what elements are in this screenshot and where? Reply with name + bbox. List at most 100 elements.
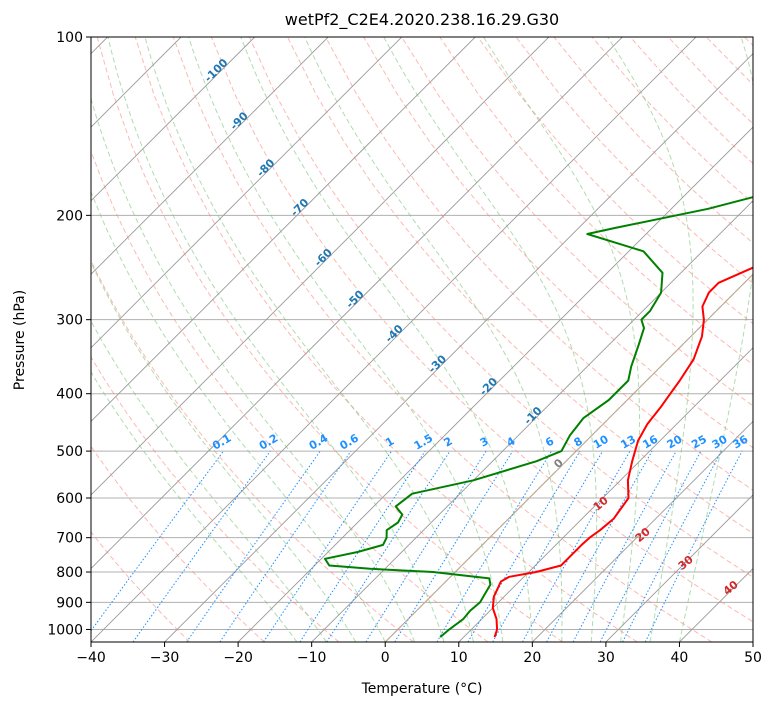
dry-adiabat-label: 10	[591, 494, 611, 514]
dewpoint-line	[324, 196, 753, 638]
mixing-ratio-line	[436, 450, 552, 642]
dry-adiabat-line	[96, 37, 563, 642]
mixing-ratio-label: 0.1	[210, 432, 233, 453]
dry-adiabat-line	[91, 149, 489, 642]
mixing-ratio-label: 8	[572, 435, 585, 450]
dry-adiabat-line	[134, 37, 638, 642]
mixing-ratio-line	[644, 450, 743, 642]
background-lines	[91, 37, 753, 642]
mixing-ratio-label: 1.5	[412, 432, 435, 453]
mixing-ratio-line	[186, 450, 321, 642]
y-tick-label: 500	[56, 444, 83, 460]
x-tick-label: −10	[297, 650, 327, 666]
dry-adiabat-line	[363, 37, 753, 449]
mixing-ratio-line	[132, 450, 271, 642]
mixing-ratio-label: 2	[442, 435, 455, 450]
dry-adiabat-line	[744, 37, 753, 47]
isotherm-line	[91, 37, 256, 202]
mixing-ratio-line	[572, 450, 677, 642]
isotherm-label: -30	[426, 352, 449, 375]
isotherm-line	[163, 52, 753, 642]
dry-adiabat-line	[248, 37, 753, 578]
mixing-ratio-line	[394, 450, 514, 642]
y-tick-label: 700	[56, 531, 83, 547]
moist-adiabat-line	[91, 370, 298, 642]
isotherm-line	[91, 37, 697, 642]
moist-adiabat-line	[383, 37, 598, 642]
y-tick-label: 100	[56, 30, 83, 46]
plot-frame	[90, 36, 754, 643]
moist-adiabat-line	[607, 37, 694, 642]
y-tick-label: 800	[56, 565, 83, 581]
moist-adiabat-line	[91, 190, 386, 642]
x-tick-label: 40	[671, 650, 689, 666]
dry-adiabat-line	[667, 37, 753, 125]
mixing-ratio-label: 3	[478, 435, 491, 450]
isotherm-label: -60	[312, 246, 335, 269]
moist-adiabat-line	[144, 37, 474, 642]
y-tick-label: 200	[56, 208, 83, 224]
chart-title: wetPf2_C2E4.2020.238.16.29.G30	[285, 10, 559, 30]
mixing-ratio-label: 10	[591, 432, 611, 451]
mixing-ratio-line	[299, 450, 426, 642]
x-tick-label: 0	[381, 650, 390, 666]
dry-adiabat-label: 20	[633, 525, 653, 545]
moist-adiabat-line	[678, 37, 753, 642]
y-axis-label: Pressure (hPa)	[12, 290, 28, 390]
mixing-ratio-label: 30	[710, 432, 730, 451]
dry-adiabat-label: 40	[721, 578, 741, 598]
isotherm-line	[91, 37, 476, 422]
isotherm-line	[531, 420, 753, 642]
dry-adiabat-line	[553, 37, 753, 244]
isotherm-line	[458, 347, 753, 642]
moist-adiabat-line	[483, 37, 640, 642]
isotherm-line	[91, 37, 624, 570]
x-tick-label: −40	[76, 650, 106, 666]
isotherm-label: -80	[254, 156, 277, 179]
dry-adiabat-line	[91, 531, 191, 642]
moist-adiabat-line	[188, 37, 504, 642]
isotherm-line	[605, 494, 753, 642]
mixing-ratio-label: 6	[543, 434, 556, 449]
temperature-line	[491, 266, 753, 638]
moist-adiabat-line	[91, 320, 327, 642]
dry-adiabat-line	[91, 445, 265, 642]
isotherm-label: -100	[202, 56, 231, 85]
x-tick-label: 30	[597, 650, 615, 666]
isotherm-line	[237, 126, 753, 642]
y-tick-label: 900	[56, 595, 83, 611]
moist-adiabat-line	[107, 37, 445, 642]
mixing-ratio-line	[219, 450, 352, 642]
mixing-ratio-label: 16	[640, 432, 660, 451]
mixing-ratio-line	[622, 450, 722, 642]
dry-adiabat-line	[325, 37, 753, 491]
dry-adiabat-line	[172, 37, 713, 642]
isotherm-label: -50	[343, 288, 366, 311]
axes: −40 −30 −20 −10 0 10 20 30 40 5010020030040050060…	[47, 30, 762, 666]
dry-adiabat-line	[705, 37, 753, 86]
mixing-ratio-label: 25	[689, 433, 709, 452]
mixing-ratio-line	[91, 450, 224, 632]
y-tick-label: 1000	[47, 622, 83, 638]
x-tick-label: −30	[150, 650, 180, 666]
isotherm-line	[91, 37, 550, 496]
moist-adiabat-line	[304, 37, 563, 642]
mixing-ratio-line	[546, 450, 653, 642]
dry-adiabat-line	[210, 37, 753, 623]
dry-adiabat-line	[439, 37, 753, 366]
x-tick-label: 50	[744, 650, 762, 666]
isotherm-line	[384, 273, 753, 642]
moist-adiabat-line	[91, 261, 357, 642]
mixing-ratio-label: 1	[383, 435, 396, 450]
y-tick-label: 400	[56, 387, 83, 403]
zero-isotherm-line	[384, 273, 753, 642]
x-tick-label: 20	[523, 650, 541, 666]
dry-adiabat-line	[91, 259, 414, 642]
x-tick-label: −20	[223, 650, 253, 666]
isotherm-line	[91, 37, 329, 275]
mixing-ratio-line	[326, 450, 451, 642]
y-tick-label: 600	[56, 491, 83, 507]
mixing-ratio-line	[365, 450, 487, 642]
moist-adiabat-line	[240, 37, 533, 642]
